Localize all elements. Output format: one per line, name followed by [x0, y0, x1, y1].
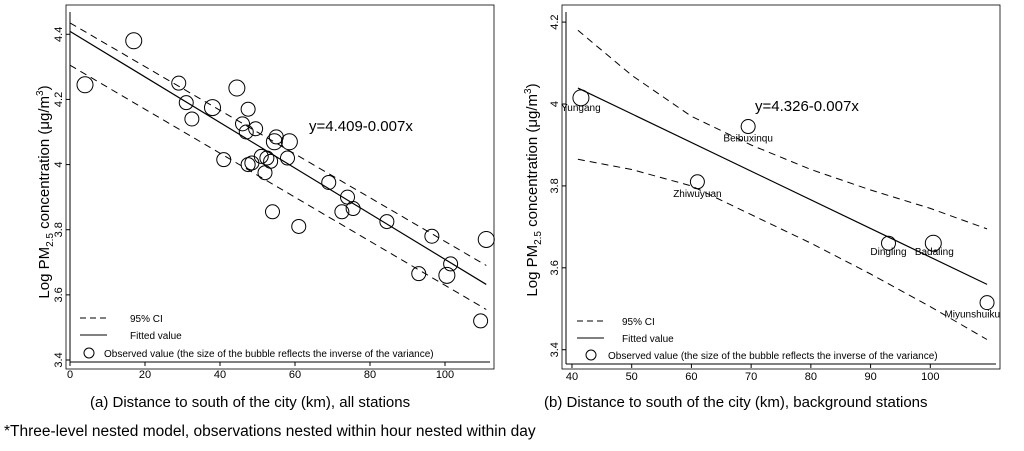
y-tick-label: 3.4 [53, 352, 65, 367]
x-tick-label: 80 [364, 369, 376, 381]
observed-point [280, 133, 298, 151]
observed-point [477, 230, 495, 248]
fitted-line [69, 30, 487, 285]
panel-a-ylabel: Log PM2.5 concentration (μg/m3) [35, 85, 56, 298]
panel-b-caption: (b) Distance to south of the city (km), … [544, 394, 928, 411]
observed-point [265, 204, 280, 220]
observed-point [235, 116, 250, 132]
point-label: Yungang [561, 103, 601, 114]
y-tick-label: 4.2 [53, 92, 65, 107]
observed-point [204, 99, 221, 117]
x-tick-label: 60 [685, 371, 697, 383]
footnote: *Three-level nested model, observations … [4, 423, 536, 440]
observed-point [240, 101, 256, 117]
x-tick-label: 50 [626, 371, 638, 383]
y-tick-label: 4.2 [549, 14, 561, 29]
observed-point [178, 95, 194, 111]
observed-point [411, 266, 427, 282]
ci-upper-line [577, 29, 988, 230]
y-tick-label: 3.6 [549, 260, 561, 275]
observed-point [228, 79, 246, 97]
y-tick-label: 4 [549, 101, 561, 107]
observed-point [740, 119, 756, 135]
observed-point [443, 256, 459, 272]
x-tick-label: 40 [214, 369, 226, 381]
panel-a-equation: y=4.409-0.007x [309, 118, 413, 135]
y-tick-label: 4 [53, 162, 65, 168]
observed-point [438, 266, 456, 284]
observed-point [184, 111, 200, 127]
observed-point [345, 201, 361, 217]
x-tick-label: 0 [67, 369, 73, 381]
observed-point [473, 313, 489, 329]
x-tick-label: 20 [139, 369, 151, 381]
ci-lower-line [69, 64, 487, 310]
panel-b-equation: y=4.326-0.007x [755, 98, 859, 115]
y-tick-label: 4.4 [53, 27, 65, 42]
x-tick-label: 100 [436, 369, 454, 381]
observed-point [379, 214, 395, 230]
observed-point [263, 153, 279, 169]
panel-a-frame [65, 4, 495, 370]
y-tick-label: 3.8 [53, 222, 65, 237]
legend-fit-label: Fitted value [130, 331, 182, 342]
legend-bubble-label: Observed value (the size of the bubble r… [104, 349, 434, 360]
x-tick-label: 100 [921, 371, 939, 383]
fitted-line [577, 87, 988, 285]
observed-point [881, 235, 896, 251]
observed-point [924, 234, 942, 252]
panel-b-frame [561, 4, 1001, 370]
point-label: Dingling [870, 247, 906, 258]
observed-point [291, 218, 307, 234]
panel-a: 0 20 40 60 80 100 3.4 3.6 3.8 4 4.2 4.4 y=4.409-0.0… [35, 4, 495, 411]
legend-bubble-swatch [585, 349, 597, 361]
y-tick-label: 3.6 [53, 287, 65, 302]
legend-bubble-label: Observed value (the size of the bubble r… [608, 351, 938, 362]
panel-a-legend: 95% CI Fitted value Observed value (the … [80, 314, 434, 360]
panel-b-legend: 95% CI Fitted value Observed value (the … [577, 317, 938, 362]
x-tick-label: 90 [864, 371, 876, 383]
observed-point [216, 152, 232, 168]
observed-point [125, 32, 143, 50]
point-label: Miyunshuiku [944, 310, 1000, 321]
x-tick-label: 40 [566, 371, 578, 383]
panel-a-caption: (a) Distance to south of the city (km), … [90, 394, 410, 411]
observed-point [238, 124, 254, 140]
observed-point [259, 150, 275, 166]
observed-point [171, 75, 187, 91]
legend-fit-label: Fitted value [622, 334, 674, 345]
ci-lower-line [577, 158, 988, 340]
y-tick-label: 3.8 [549, 178, 561, 193]
point-label: Badaling [915, 247, 954, 258]
observed-point [76, 76, 94, 94]
observed-point [979, 295, 995, 311]
point-label: Beibuxinqu [723, 134, 772, 145]
observed-point [248, 121, 264, 137]
x-tick-label: 70 [745, 371, 757, 383]
legend-ci-label: 95% CI [130, 314, 163, 325]
panel-b: 40 50 60 70 80 90 100 3.4 3.6 3.8 4 4.2 Yungang Zhiw… [523, 4, 1001, 411]
legend-ci-label: 95% CI [622, 317, 655, 328]
legend-bubble-swatch [83, 347, 95, 359]
observed-point [689, 174, 705, 190]
panel-b-ylabel: Log PM2.5 concentration (μg/m3) [523, 83, 544, 296]
observed-point [265, 133, 283, 151]
observed-point [253, 148, 269, 164]
observed-point [244, 155, 260, 171]
observed-point [334, 204, 350, 220]
ci-upper-line [69, 22, 487, 266]
observed-point [572, 89, 590, 107]
observed-point [321, 174, 337, 190]
point-label: Zhiwuyuan [673, 189, 721, 200]
observed-point [280, 150, 295, 166]
y-tick-label: 3.4 [549, 342, 561, 357]
x-tick-label: 60 [289, 369, 301, 381]
observed-point [424, 228, 440, 244]
x-tick-label: 80 [805, 371, 817, 383]
